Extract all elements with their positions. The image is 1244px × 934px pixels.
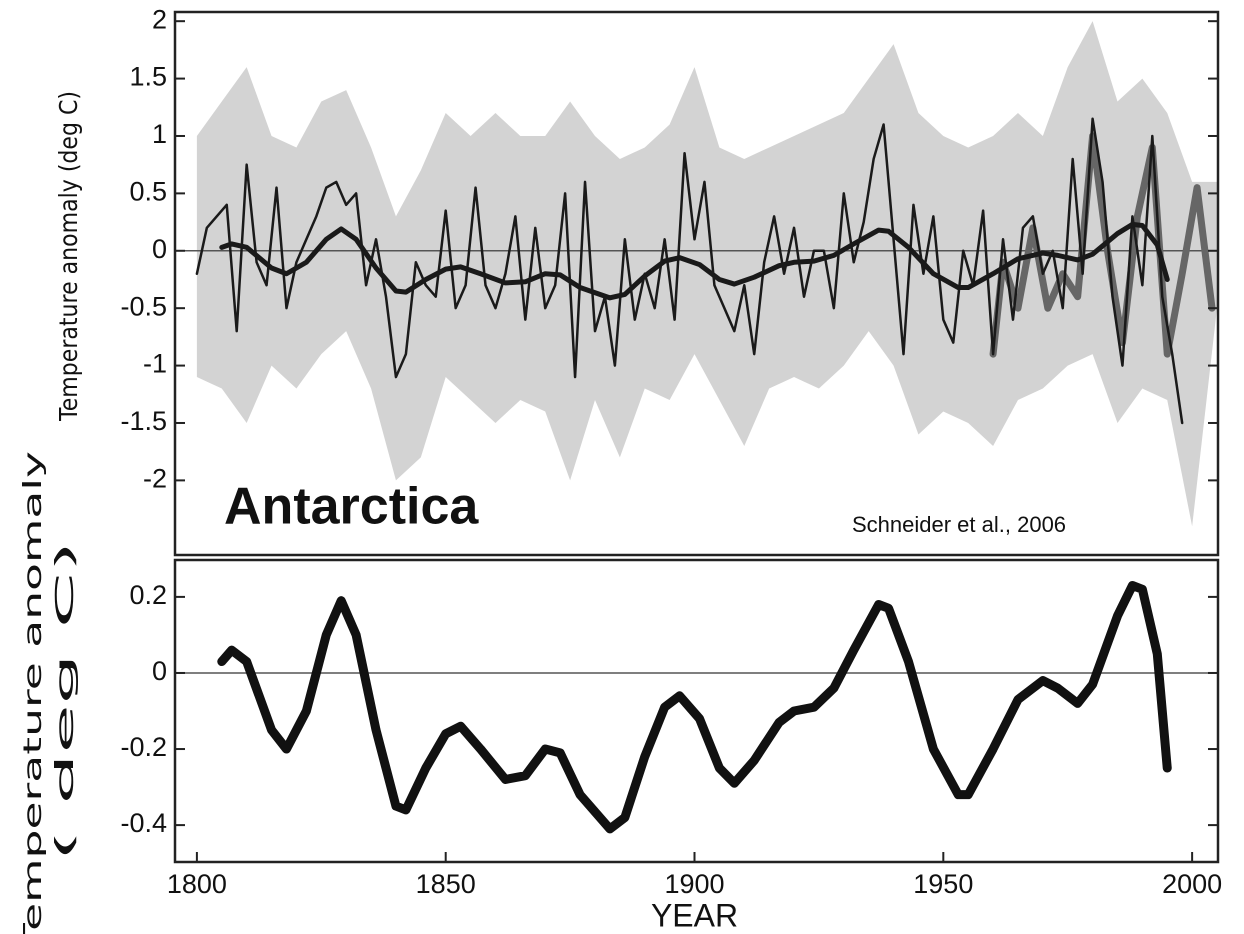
y-axis-label: Temperature anomaly (deg C) bbox=[54, 91, 83, 422]
x-tick-label: 1850 bbox=[416, 869, 476, 899]
y-axis-label: Temperature anomaly bbox=[18, 451, 47, 934]
x-tick-label: 1900 bbox=[664, 869, 724, 899]
y-tick-label: 0 bbox=[152, 656, 167, 686]
y-tick-label: -1.5 bbox=[120, 406, 167, 436]
y-tick-label: 1.5 bbox=[129, 62, 167, 92]
x-tick-label: 1800 bbox=[167, 869, 227, 899]
plot-frame bbox=[173, 10, 1220, 557]
x-tick-label: 1950 bbox=[913, 869, 973, 899]
plot-area bbox=[175, 580, 1218, 834]
source-label: Schneider et al., 2006 bbox=[852, 512, 1066, 537]
x-axis-label: YEAR bbox=[651, 897, 738, 933]
plot-frame bbox=[173, 558, 1220, 864]
series-line bbox=[219, 221, 1170, 301]
y-tick-label: 1 bbox=[152, 119, 167, 149]
region-label: Antarctica bbox=[224, 478, 479, 536]
y-tick-label: 0 bbox=[152, 234, 167, 264]
y-tick-label: -0.5 bbox=[120, 291, 167, 321]
y-tick-label: 0.5 bbox=[129, 177, 167, 207]
x-tick-label: 2000 bbox=[1162, 869, 1222, 899]
y-axis-label: ( deg C) bbox=[50, 541, 79, 861]
series-line bbox=[989, 132, 1216, 358]
y-tick-label: -0.4 bbox=[120, 808, 167, 838]
y-tick-label: -1 bbox=[143, 349, 167, 379]
y-tick-label: 0.2 bbox=[129, 580, 167, 610]
y-tick-label: 2 bbox=[152, 4, 167, 34]
series-line bbox=[195, 117, 1184, 425]
y-tick-label: -2 bbox=[143, 464, 167, 494]
series-line bbox=[217, 580, 1172, 834]
uncertainty-band bbox=[196, 21, 1218, 527]
y-tick-label: -0.2 bbox=[120, 732, 167, 762]
plot-area bbox=[175, 21, 1218, 527]
